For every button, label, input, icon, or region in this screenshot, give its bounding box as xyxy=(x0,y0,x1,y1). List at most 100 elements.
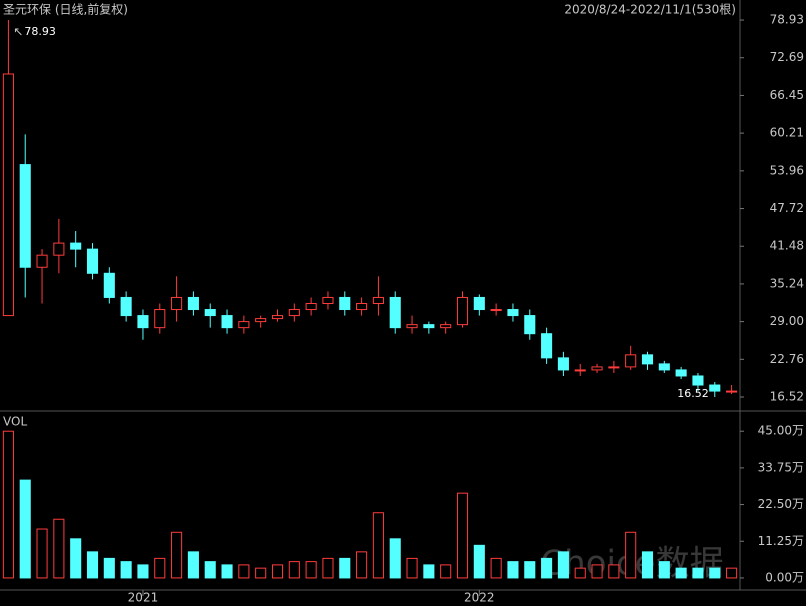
candle-body xyxy=(524,315,536,335)
volume-bar xyxy=(305,561,317,579)
volume-bar xyxy=(625,531,637,579)
candle-body xyxy=(507,309,519,317)
volume-bar xyxy=(456,492,469,579)
volume-bar xyxy=(524,561,536,579)
volume-bar xyxy=(658,561,670,579)
candle-body xyxy=(204,309,216,317)
candle-body xyxy=(456,296,469,326)
candle-body xyxy=(103,272,115,298)
volume-bar xyxy=(709,567,721,579)
chart-title: 圣元环保 (日线,前复权) xyxy=(3,2,128,17)
candle-body xyxy=(726,390,738,393)
high-arrow: ↖ xyxy=(13,25,23,39)
volume-bar xyxy=(103,557,115,579)
y-tick-label: 78.93 xyxy=(770,13,804,27)
volume-bar xyxy=(255,567,267,579)
candle-body xyxy=(221,315,233,329)
volume-bar xyxy=(171,531,183,579)
candle-body xyxy=(356,302,368,311)
y-tick-label: 22.50万 xyxy=(758,497,804,511)
volume-bar xyxy=(137,564,149,579)
volume-bar xyxy=(557,551,569,579)
volume-bar xyxy=(288,561,300,579)
volume-bar xyxy=(339,557,351,579)
volume-bar xyxy=(221,564,233,579)
volume-title: VOL xyxy=(3,415,27,429)
y-tick-label: 29.00 xyxy=(770,314,804,328)
candle-body xyxy=(70,242,82,250)
candle-body xyxy=(2,73,14,317)
candle-body xyxy=(53,242,65,256)
y-tick-label: 66.45 xyxy=(770,88,804,102)
y-tick-label: 53.96 xyxy=(770,163,804,177)
candle-body xyxy=(36,254,48,268)
candle-body xyxy=(19,164,31,268)
y-tick-label: 45.00万 xyxy=(758,424,804,438)
y-tick-label: 60.21 xyxy=(770,126,804,140)
volume-bar xyxy=(271,564,284,579)
volume-bar xyxy=(389,538,401,579)
candle-body xyxy=(541,333,553,359)
volume-bar xyxy=(574,567,586,579)
volume-bar xyxy=(86,551,99,579)
candle-body xyxy=(238,321,250,329)
candle-body xyxy=(305,302,317,311)
candle-body xyxy=(658,363,670,371)
volume-bar xyxy=(675,567,687,579)
volume-bar xyxy=(608,564,620,579)
volume-bar xyxy=(187,551,199,579)
candle-body xyxy=(490,309,502,312)
y-tick-label: 41.48 xyxy=(770,239,804,253)
low-annotation: 16.52 xyxy=(677,387,709,400)
candle-body xyxy=(641,354,654,365)
y-tick-label: 11.25万 xyxy=(758,534,804,548)
candle-body xyxy=(473,296,485,311)
candle-body xyxy=(372,296,384,304)
y-tick-label: 0.00万 xyxy=(765,570,804,584)
candle-body xyxy=(171,296,183,311)
volume-bar xyxy=(692,567,704,579)
volume-bar xyxy=(726,567,738,579)
candle-body xyxy=(120,296,132,317)
candle-body xyxy=(591,366,603,371)
volume-bar xyxy=(541,557,553,579)
candle-body xyxy=(322,296,334,304)
candle-body xyxy=(288,309,300,317)
candle-body xyxy=(406,324,418,329)
candle-body xyxy=(675,369,687,377)
volume-bar xyxy=(70,538,82,579)
volume-bar xyxy=(490,557,502,579)
volume-bar xyxy=(154,557,166,579)
chart-subtitle: 2020/8/24-2022/11/1(530根) xyxy=(564,3,736,17)
volume-bar xyxy=(120,561,132,579)
volume-bar xyxy=(440,564,452,579)
candle-body xyxy=(339,296,351,311)
volume-bar xyxy=(406,557,418,579)
candle-body xyxy=(154,309,166,329)
volume-bar xyxy=(641,551,654,579)
volume-bar xyxy=(473,544,485,579)
candle-body xyxy=(255,318,267,323)
volume-bar xyxy=(591,564,603,579)
y-tick-label: 16.52 xyxy=(770,389,804,403)
volume-bar xyxy=(507,561,519,579)
volume-bar xyxy=(19,479,31,579)
candle-body xyxy=(423,324,435,329)
volume-bar xyxy=(238,564,250,579)
volume-bar xyxy=(356,551,368,579)
candle-body xyxy=(137,315,149,329)
y-tick-label: 72.69 xyxy=(770,50,804,64)
candle-body xyxy=(709,384,721,392)
candle-body xyxy=(86,248,99,274)
candle-body xyxy=(625,354,637,368)
volume-bar xyxy=(423,564,435,579)
candle-body xyxy=(692,375,704,386)
candle-body xyxy=(389,296,401,329)
y-tick-label: 35.24 xyxy=(770,276,804,290)
volume-bar xyxy=(2,430,14,579)
candle-body xyxy=(608,366,620,369)
volume-bar xyxy=(322,557,334,579)
volume-bar xyxy=(204,561,216,579)
x-tick-label: 2022 xyxy=(464,591,495,605)
volume-bar xyxy=(53,518,65,579)
